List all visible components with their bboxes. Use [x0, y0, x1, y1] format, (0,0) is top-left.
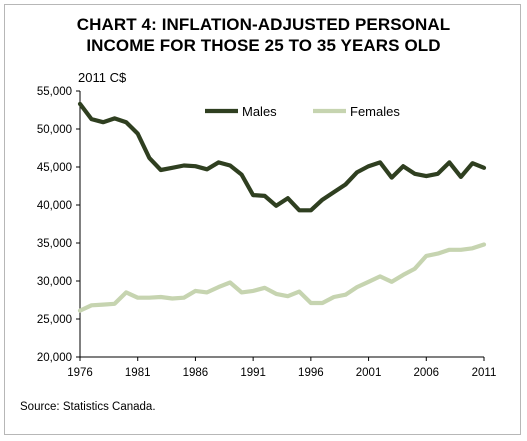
series-line-males: [77, 101, 487, 213]
x-tick-label: 2001: [356, 367, 382, 379]
chart-title-line-1: CHART 4: INFLATION-ADJUSTED PERSONAL: [76, 15, 451, 34]
chart-frame: [4, 4, 521, 435]
x-tick-label: 1986: [183, 367, 209, 379]
x-tick-label: 2006: [413, 367, 439, 379]
y-tick-label: 25,000: [37, 314, 72, 326]
x-tick-label: 1991: [240, 367, 266, 379]
series-lines: [77, 101, 487, 313]
x-tick-label: 2011: [472, 367, 497, 379]
y-tick-labels: 20,000 25,000 30,000 35,000 40,000 45,000 50,0…: [37, 86, 80, 364]
y-tick-label: 45,000: [37, 162, 72, 174]
y-tick-label: 20,000: [37, 352, 72, 364]
y-tick-label: 35,000: [37, 238, 72, 250]
axes: [79, 91, 484, 358]
legend-label-males: Males: [242, 104, 277, 119]
chart-title: CHART 4: INFLATION-ADJUSTED PERSONAL INC…: [0, 14, 527, 56]
series-line-females: [77, 242, 487, 313]
y-tick-label: 55,000: [37, 86, 72, 98]
y-axis-unit-label: 2011 C$: [78, 70, 127, 85]
y-tick-label: 50,000: [37, 124, 72, 136]
chart-title-line-2: INCOME FOR THOSE 25 TO 35 YEARS OLD: [86, 36, 441, 55]
x-tick-label: 1976: [67, 367, 93, 379]
legend-label-females: Females: [350, 104, 400, 119]
legend: Males Females: [205, 104, 400, 119]
y-tick-label: 30,000: [37, 276, 72, 288]
x-tick-label: 1996: [298, 367, 324, 379]
x-tick-labels: 1976 1981 1986 1991 1996 2001 2006 2011: [67, 357, 496, 379]
source-note: Source: Statistics Canada.: [20, 401, 156, 413]
x-tick-label: 1981: [125, 367, 151, 379]
y-tick-label: 40,000: [37, 200, 72, 212]
